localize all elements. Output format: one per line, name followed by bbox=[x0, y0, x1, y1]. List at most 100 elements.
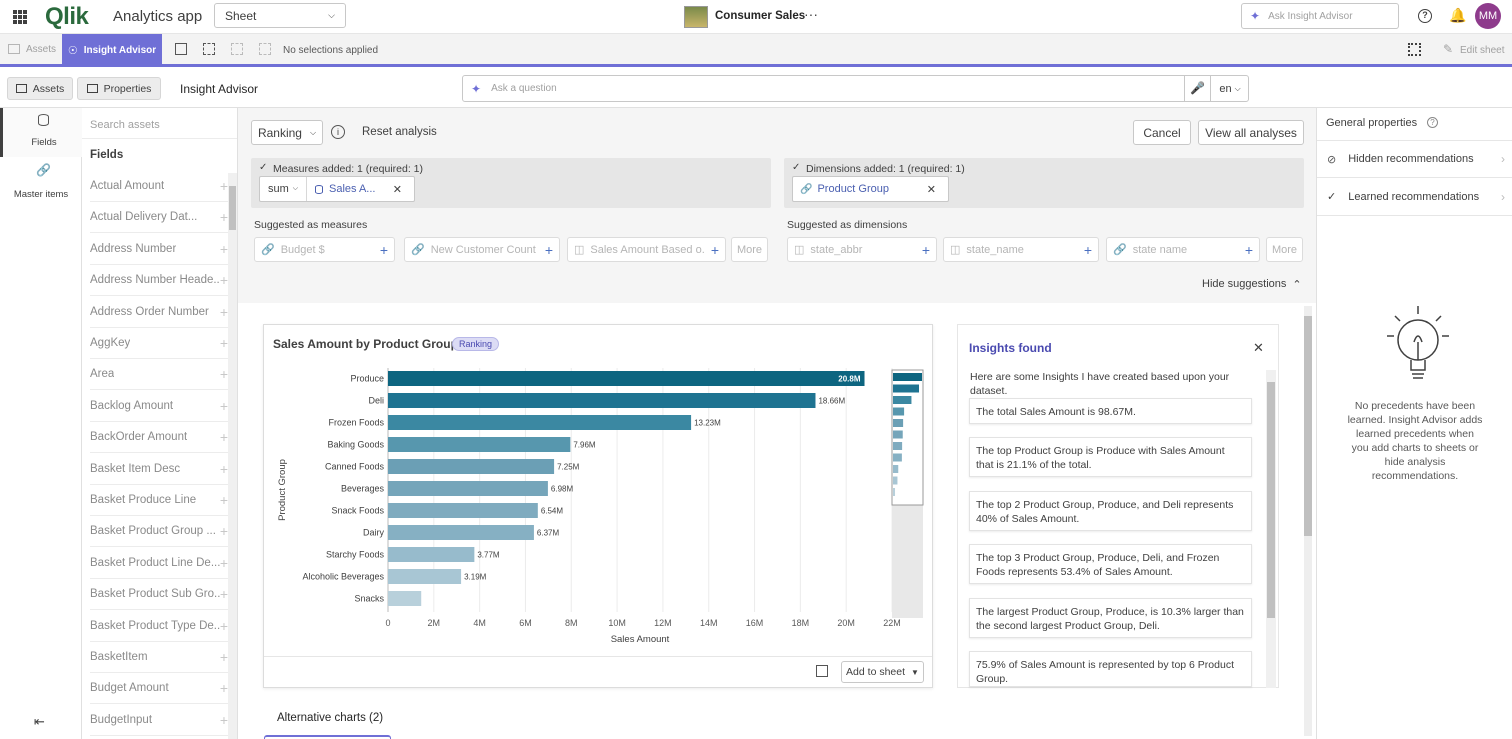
bar[interactable] bbox=[388, 481, 548, 496]
suggested-dimension-chip[interactable]: ◫ state_name + bbox=[943, 237, 1099, 262]
edit-sheet-button[interactable]: Edit sheet bbox=[1460, 45, 1505, 56]
fields-scrollbar[interactable] bbox=[228, 173, 237, 739]
sheet-select[interactable]: Sheet ⌵ bbox=[214, 3, 346, 28]
add-field-icon[interactable]: + bbox=[219, 272, 228, 289]
add-field-icon[interactable]: + bbox=[219, 178, 228, 194]
add-icon[interactable]: + bbox=[1244, 241, 1253, 258]
properties-tab[interactable]: Properties bbox=[77, 77, 161, 100]
field-item[interactable]: Basket Product Type De... + bbox=[90, 611, 228, 642]
suggested-measure-chip[interactable]: 🔗 Budget $ + bbox=[254, 237, 395, 262]
bar[interactable] bbox=[388, 393, 816, 408]
bar[interactable] bbox=[388, 371, 865, 386]
smart-search-icon[interactable] bbox=[175, 43, 187, 55]
search-assets-input[interactable]: Search assets bbox=[82, 108, 237, 139]
add-field-icon[interactable]: + bbox=[219, 460, 228, 477]
analysis-type-select[interactable]: Ranking ⌵ bbox=[251, 120, 323, 145]
bar[interactable] bbox=[388, 437, 571, 452]
field-item[interactable]: BudgetInput + bbox=[90, 705, 228, 736]
fields-nav-item[interactable]: Fields bbox=[0, 108, 82, 157]
add-to-sheet-button[interactable]: Add to sheet ▼ bbox=[841, 661, 924, 683]
add-field-icon[interactable]: + bbox=[219, 649, 228, 665]
field-item[interactable]: Basket Product Sub Gro... + bbox=[90, 579, 228, 611]
field-item[interactable]: Basket Product Line De... + bbox=[90, 548, 228, 579]
assets-toggle-icon[interactable] bbox=[8, 44, 20, 54]
bar[interactable] bbox=[388, 591, 422, 606]
suggested-measure-chip[interactable]: ◫ Sales Amount Based o... + bbox=[567, 237, 726, 262]
add-field-icon[interactable]: + bbox=[219, 209, 228, 226]
add-field-icon[interactable]: + bbox=[219, 680, 228, 697]
add-field-icon[interactable]: + bbox=[219, 617, 228, 634]
insights-scrollbar[interactable] bbox=[1266, 370, 1276, 688]
hidden-recommendations-item[interactable]: ⊘ Hidden recommendations › bbox=[1317, 140, 1512, 178]
collapse-panel-icon[interactable]: ⇤ bbox=[34, 714, 45, 729]
view-all-analyses-button[interactable]: View all analyses bbox=[1198, 120, 1304, 145]
reset-analysis-button[interactable]: Reset analysis bbox=[362, 126, 437, 138]
avatar[interactable]: MM bbox=[1475, 3, 1501, 29]
bar[interactable] bbox=[388, 415, 692, 430]
close-insights-icon[interactable]: ✕ bbox=[1253, 340, 1264, 355]
add-icon[interactable]: + bbox=[379, 241, 388, 258]
insight-card[interactable]: The top Product Group is Produce with Sa… bbox=[969, 437, 1252, 477]
grid-view-icon[interactable] bbox=[1408, 43, 1421, 56]
field-item[interactable]: Actual Amount + bbox=[90, 171, 228, 202]
microphone-icon[interactable]: 🎤 bbox=[1184, 75, 1210, 102]
add-field-icon[interactable]: + bbox=[219, 711, 228, 728]
bar[interactable] bbox=[388, 547, 475, 562]
step-back-icon[interactable] bbox=[231, 43, 243, 55]
notifications-bell-icon[interactable]: 🔔 bbox=[1449, 7, 1467, 23]
help-icon[interactable]: ? bbox=[1418, 9, 1432, 23]
add-field-icon[interactable]: + bbox=[219, 335, 228, 351]
add-field-icon[interactable]: + bbox=[219, 492, 228, 508]
info-icon[interactable]: i bbox=[331, 125, 345, 139]
suggested-dimension-chip[interactable]: ◫ state_abbr + bbox=[787, 237, 937, 262]
add-field-icon[interactable]: + bbox=[219, 586, 228, 603]
clear-selections-icon[interactable] bbox=[259, 43, 271, 55]
add-field-icon[interactable]: + bbox=[219, 397, 228, 414]
field-item[interactable]: Address Number + bbox=[90, 234, 228, 265]
ask-insight-advisor-input[interactable]: ✦ Ask Insight Advisor bbox=[1241, 3, 1399, 29]
field-item[interactable]: Backlog Amount + bbox=[90, 391, 228, 422]
add-field-icon[interactable]: + bbox=[219, 523, 228, 540]
field-item[interactable]: Budget Amount + bbox=[90, 673, 228, 705]
insight-advisor-button[interactable]: ☉ Insight Advisor bbox=[62, 34, 162, 67]
remove-dimension-icon[interactable]: ✕ bbox=[926, 183, 936, 196]
field-item[interactable]: Basket Product Group ... + bbox=[90, 516, 228, 548]
insight-card[interactable]: The largest Product Group, Produce, is 1… bbox=[969, 598, 1252, 638]
insight-card[interactable]: The top 3 Product Group, Produce, Deli, … bbox=[969, 544, 1252, 584]
more-dimensions-button[interactable]: More bbox=[1266, 237, 1303, 262]
add-field-icon[interactable]: + bbox=[219, 240, 228, 257]
hide-suggestions-button[interactable]: Hide suggestions ⌃ bbox=[1202, 278, 1302, 291]
bar[interactable] bbox=[388, 525, 534, 540]
field-item[interactable]: BasketItem + bbox=[90, 642, 228, 673]
field-item[interactable]: Actual Delivery Dat... + bbox=[90, 202, 228, 234]
more-measures-button[interactable]: More bbox=[731, 237, 768, 262]
add-field-icon[interactable]: + bbox=[219, 366, 228, 383]
field-item[interactable]: AggKey + bbox=[90, 328, 228, 359]
insight-card[interactable]: The top 2 Product Group, Produce, and De… bbox=[969, 491, 1252, 531]
dimension-chip[interactable]: 🔗 Product Group ✕ bbox=[792, 176, 949, 202]
add-field-icon[interactable]: + bbox=[219, 303, 228, 320]
learned-recommendations-item[interactable]: ✓ Learned recommendations › bbox=[1317, 178, 1512, 216]
assets-tab[interactable]: Assets bbox=[7, 77, 73, 100]
add-icon[interactable]: + bbox=[544, 241, 553, 258]
apps-grid-icon[interactable] bbox=[13, 10, 27, 24]
alternative-chart-tab[interactable] bbox=[264, 735, 391, 739]
field-item[interactable]: Address Order Number + bbox=[90, 297, 228, 328]
qlik-logo[interactable]: Qlik bbox=[45, 3, 89, 30]
add-field-icon[interactable]: + bbox=[219, 429, 228, 446]
insight-card[interactable]: The total Sales Amount is 98.67M. bbox=[969, 398, 1252, 424]
add-icon[interactable]: + bbox=[921, 241, 930, 258]
bar[interactable] bbox=[388, 459, 555, 474]
suggested-measure-chip[interactable]: 🔗 New Customer Count + bbox=[404, 237, 560, 262]
master-items-nav-item[interactable]: 🔗 Master items bbox=[0, 158, 82, 208]
help-icon[interactable]: ? bbox=[1427, 117, 1438, 128]
remove-measure-icon[interactable]: ✕ bbox=[392, 183, 402, 196]
ask-question-input[interactable]: ✦ Ask a question bbox=[462, 75, 1249, 102]
explore-chart-icon[interactable] bbox=[816, 665, 828, 677]
results-scrollbar[interactable] bbox=[1304, 306, 1312, 736]
field-item[interactable]: Basket Item Desc + bbox=[90, 454, 228, 485]
add-icon[interactable]: + bbox=[1083, 241, 1092, 258]
measure-chip[interactable]: sum ⌵ Sales A... ✕ bbox=[259, 176, 415, 202]
suggested-dimension-chip[interactable]: 🔗 state name + bbox=[1106, 237, 1260, 262]
language-select[interactable]: en ⌵ bbox=[1210, 75, 1249, 102]
